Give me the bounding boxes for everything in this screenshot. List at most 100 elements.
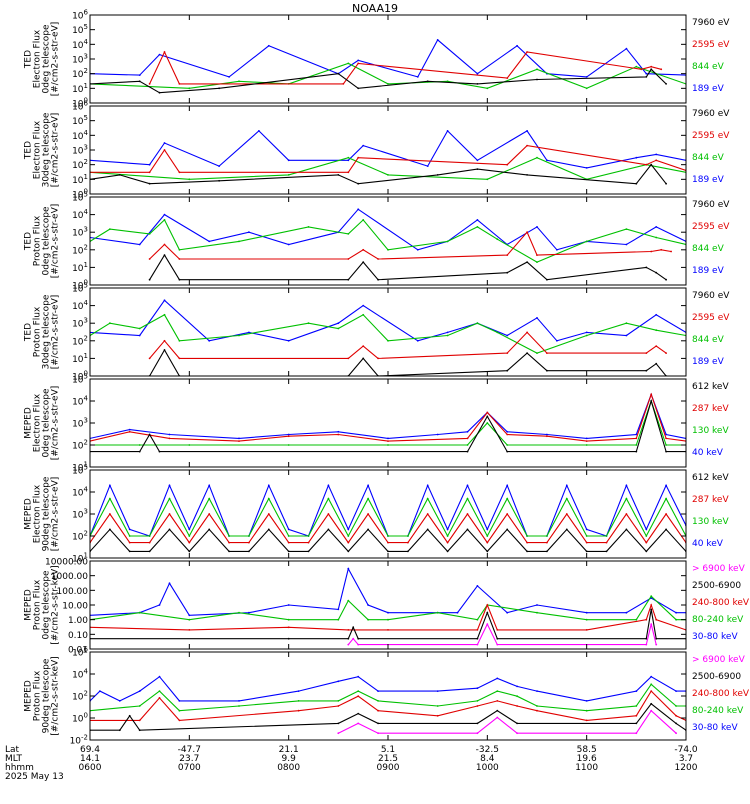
data-point — [158, 690, 161, 692]
data-point — [645, 618, 648, 621]
data-point — [188, 444, 191, 446]
data-point — [337, 72, 340, 75]
data-point — [148, 535, 151, 537]
footer-hhmm: 1200 — [675, 763, 698, 773]
data-point — [645, 352, 648, 354]
data-point — [635, 618, 638, 621]
y-axis-title-line: Proton Flux — [33, 670, 43, 721]
data-point — [436, 690, 439, 692]
footer-hhmm: 0900 — [377, 763, 400, 773]
data-point — [536, 68, 538, 71]
data-point — [416, 76, 419, 78]
data-point — [387, 339, 389, 342]
footer-mlt: 19.6 — [577, 754, 597, 764]
data-point — [546, 352, 548, 354]
data-point — [665, 497, 667, 500]
footer-lat: 5.1 — [381, 745, 395, 755]
data-point — [645, 528, 648, 531]
y-axis-title-line: 0deg telescope — [42, 570, 52, 640]
legend-label: 130 keV — [692, 426, 729, 436]
data-point — [506, 430, 509, 433]
data-point — [486, 411, 489, 414]
data-point — [625, 528, 628, 531]
data-point — [585, 76, 588, 78]
data-point — [407, 550, 409, 553]
data-point — [650, 250, 653, 253]
y-tick-label: 100 — [72, 370, 88, 383]
data-point — [526, 130, 528, 132]
data-point — [625, 322, 628, 325]
y-axis-title-line: 0deg telescope — [42, 388, 52, 458]
data-point — [158, 675, 161, 678]
legend-label: 612 keV — [692, 382, 729, 392]
chart-panel-ted_p_30: 100 101 102 103 104 105 TEDProton Flux30deg te… — [24, 282, 731, 383]
legend-label: > 6900 keV — [692, 655, 746, 665]
data-point — [516, 44, 518, 47]
data-point — [650, 709, 653, 712]
legend-label: 130 keV — [692, 517, 729, 527]
data-point — [238, 334, 240, 337]
data-point — [546, 435, 548, 438]
data-point — [526, 261, 528, 263]
y-tick-label: 102 — [72, 158, 88, 171]
data-point — [163, 349, 166, 351]
data-point — [218, 179, 221, 182]
data-point — [347, 258, 350, 260]
data-point — [337, 608, 340, 611]
data-point — [327, 528, 330, 531]
data-point — [287, 433, 290, 436]
data-point — [362, 248, 365, 251]
data-point — [138, 705, 141, 707]
y-axis-title-line: Electron Flux — [33, 484, 43, 543]
y-axis-title-line: 90deg telescope — [42, 658, 52, 733]
y-axis-title-line: [#/cm2-s-str-eV] — [51, 22, 61, 97]
data-point — [625, 228, 628, 231]
legend-label: 7960 eV — [692, 109, 730, 119]
data-point — [526, 174, 528, 176]
y-tick-label: 101 — [72, 552, 88, 565]
data-point — [238, 437, 240, 440]
data-point — [327, 484, 330, 487]
data-point — [536, 156, 538, 159]
data-point — [655, 226, 658, 228]
legend-label: 844 eV — [692, 335, 725, 345]
legend-label: 7960 eV — [692, 291, 730, 301]
data-point — [476, 732, 479, 735]
data-point — [506, 444, 509, 446]
data-point — [496, 331, 499, 334]
series-line-2595-ev — [149, 331, 667, 359]
data-point — [635, 705, 638, 707]
data-point — [337, 322, 340, 325]
y-tick-label: 102 — [72, 334, 88, 347]
data-point — [138, 690, 141, 692]
y-axis-title-line: 30deg telescope — [42, 112, 52, 187]
y-tick-label: 10.00 — [62, 602, 88, 612]
data-point — [148, 258, 151, 260]
y-tick-label: 0.01 — [68, 646, 88, 656]
y-axis-title-line: MEPED — [24, 498, 34, 530]
data-point — [178, 357, 181, 360]
series-line-189-ev — [90, 208, 686, 251]
data-point — [287, 604, 290, 606]
y-tick-label: 102 — [72, 690, 88, 703]
y-axis-title-line: [#/cm2-s-str-keV] — [51, 565, 61, 644]
data-point — [476, 72, 479, 75]
data-point — [526, 51, 528, 53]
data-point — [546, 159, 548, 162]
legend-label: 2500-6900 — [692, 581, 741, 591]
data-point — [426, 80, 429, 83]
series-line-2500-6900 — [90, 703, 686, 731]
data-point — [476, 637, 479, 640]
data-point — [446, 80, 449, 83]
footer-mlt: 3.7 — [679, 754, 693, 764]
data-point — [585, 437, 588, 440]
y-tick-label: 105 — [72, 191, 88, 204]
data-point — [178, 700, 181, 702]
series-line-2595-ev — [149, 50, 662, 85]
data-point — [446, 240, 449, 243]
data-point — [287, 528, 290, 531]
data-point — [387, 444, 389, 446]
data-point — [347, 357, 350, 360]
